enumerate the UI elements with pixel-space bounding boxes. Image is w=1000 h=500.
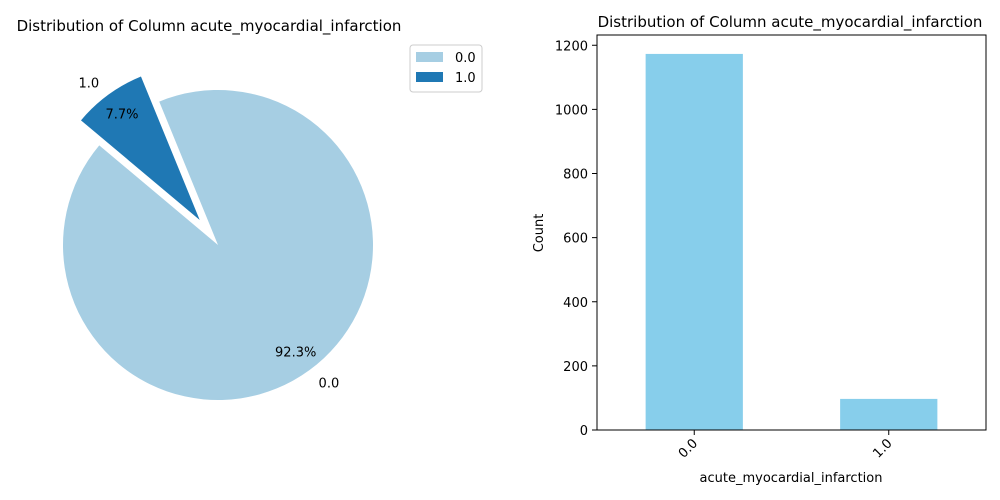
bar-1-0 — [840, 398, 938, 430]
y-tick-label: 400 — [563, 296, 588, 311]
legend-entry: 0.0 — [455, 51, 476, 66]
pie-chart: Distribution of Column acute_myocardial_… — [17, 17, 483, 400]
pie-slice-1-0 — [80, 76, 200, 220]
y-tick-label: 1000 — [555, 103, 588, 118]
y-tick-label: 600 — [563, 232, 588, 247]
bar-title: Distribution of Column acute_myocardial_… — [598, 13, 983, 32]
bar-bars — [645, 53, 938, 431]
y-tick-label: 200 — [563, 360, 588, 375]
pie-labels: 92.3% 0.0 7.7% 1.0 — [78, 76, 339, 391]
x-axis: 0.0 1.0 — [676, 430, 896, 461]
pie-slices — [63, 76, 374, 400]
pie-percent-label: 92.3% — [275, 345, 316, 360]
pie-percent-label: 7.7% — [106, 108, 139, 123]
x-axis-label: acute_myocardial_infarction — [700, 471, 883, 486]
y-tick-label: 0 — [580, 424, 588, 439]
plot-frame — [596, 34, 987, 431]
legend-swatch — [416, 72, 443, 82]
y-axis-label: Count — [532, 214, 547, 253]
legend-entry: 1.0 — [455, 71, 476, 86]
pie-category-label: 0.0 — [319, 377, 340, 392]
pie-title: Distribution of Column acute_myocardial_… — [17, 17, 402, 36]
bar-chart: Distribution of Column acute_myocardial_… — [532, 13, 987, 486]
x-tick-label: 0.0 — [676, 436, 701, 461]
pie-legend: 0.01.0 — [409, 44, 483, 93]
bar-0-0 — [645, 53, 743, 431]
y-tick-label: 1200 — [555, 39, 588, 54]
y-tick-label: 800 — [563, 168, 588, 183]
pie-category-label: 1.0 — [78, 76, 99, 91]
pie-slice-0-0 — [63, 89, 374, 400]
y-axis: 0 200 400 600 800 1000 1200 — [555, 39, 597, 439]
x-tick-label: 1.0 — [870, 436, 895, 461]
legend-swatch — [416, 52, 443, 62]
